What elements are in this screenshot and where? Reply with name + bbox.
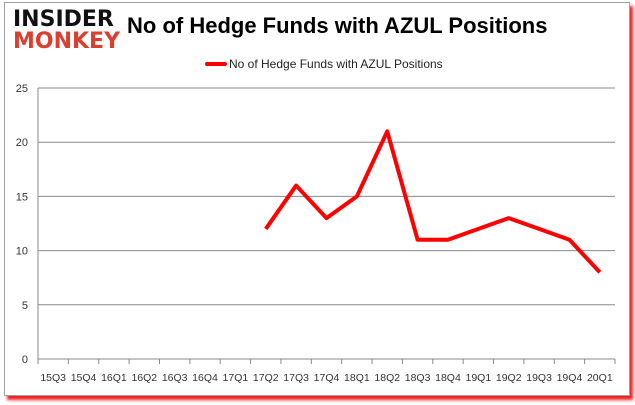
x-tick-label: 20Q1 [587,372,613,384]
chart-frame: INSIDER MONKEY No of Hedge Funds with AZU… [4,2,630,396]
series-line [264,129,602,274]
x-tick-label: 16Q1 [101,372,127,384]
y-tick-label: 5 [22,300,28,312]
y-tick-label: 25 [16,83,28,95]
legend-swatch [205,62,227,66]
insider-monkey-logo: INSIDER MONKEY [13,9,120,53]
y-tick-label: 0 [22,354,28,366]
x-tick-label: 18Q3 [405,372,431,384]
x-tick-label: 16Q4 [192,372,218,384]
y-tick-label: 10 [16,246,28,258]
x-tick-label: 16Q3 [162,372,188,384]
chart-title: No of Hedge Funds with AZUL Positions [127,13,548,38]
x-tick-label: 19Q2 [496,372,522,384]
legend: No of Hedge Funds with AZUL Positions [205,57,443,71]
x-tick-label: 19Q3 [526,372,552,384]
x-tick-label: 19Q4 [557,372,583,384]
x-tick-label: 18Q1 [344,372,370,384]
x-tick-label: 17Q3 [283,372,309,384]
x-tick-label: 17Q2 [253,372,279,384]
y-tick-label: 15 [16,191,28,203]
x-tick-label: 19Q1 [465,372,491,384]
x-tick-label: 18Q2 [374,372,400,384]
x-tick-label: 15Q4 [71,372,97,384]
logo-line1: INSIDER [13,7,114,32]
x-tick-label: 17Q1 [223,372,249,384]
logo-line2: MONKEY [13,29,121,54]
x-tick-label: 18Q4 [435,372,461,384]
x-tick-label: 17Q4 [314,372,340,384]
legend-label: No of Hedge Funds with AZUL Positions [229,57,443,71]
y-tick-label: 20 [16,137,28,149]
x-tick-label: 16Q2 [131,372,157,384]
x-tick-label: 15Q3 [40,372,66,384]
